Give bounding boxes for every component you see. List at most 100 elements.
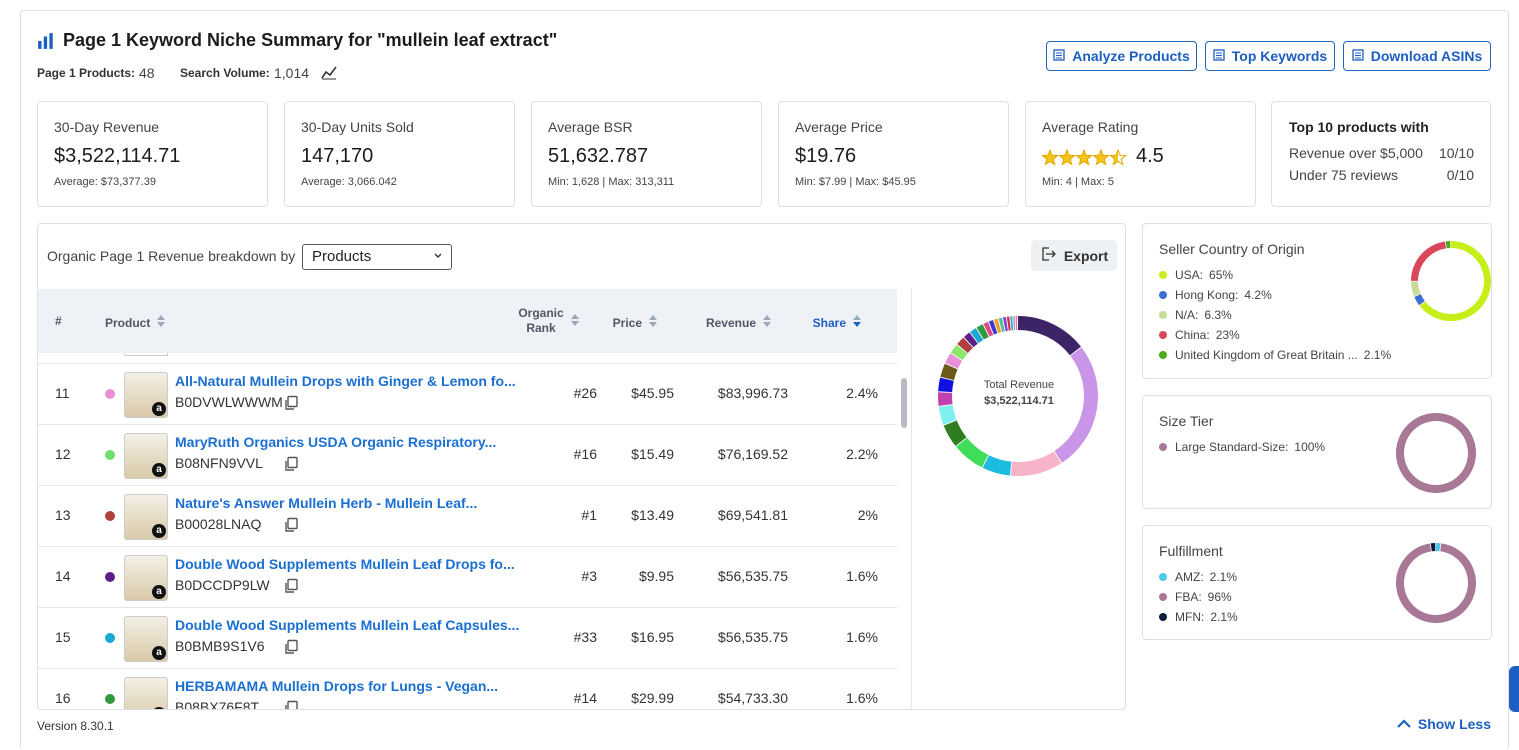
legend-entry: MFN: 2.1% (1175, 610, 1238, 624)
top10-card: Top 10 products with Revenue over $5,000 1… (1271, 101, 1491, 207)
column-header[interactable]: Organic Rank (518, 306, 580, 336)
donut-segment (1411, 281, 1421, 297)
row-dot (105, 450, 115, 460)
show-less[interactable]: Show Less (1397, 716, 1491, 732)
copy-icon[interactable] (283, 517, 299, 538)
row-number: 12 (55, 446, 71, 462)
cell-price: $45.95 (631, 385, 674, 401)
copy-icon[interactable] (283, 700, 299, 709)
stat-value: 147,170 (301, 145, 374, 167)
copy-icon[interactable] (283, 639, 299, 660)
sort-icon (762, 314, 772, 331)
legend-name: Large Standard-Size: (1175, 440, 1289, 454)
sort-icon (648, 314, 658, 331)
partial-row-thumb (124, 353, 168, 356)
legend-dot (1159, 443, 1167, 451)
breakdown-select[interactable]: Products (302, 244, 452, 270)
copy-icon[interactable] (283, 395, 299, 416)
stat-value: 4.5 (1136, 145, 1164, 167)
top10-title: Top 10 products with (1289, 119, 1429, 135)
donut-segment (998, 317, 1005, 332)
donut-segment (1430, 543, 1436, 552)
side-card: Size Tier Large Standard-Size: 100% (1142, 395, 1492, 509)
stat-card: 30-Day Revenue $3,522,114.71 Average: $73,… (37, 101, 268, 207)
legend-name: United Kingdom of Great Britain ... (1175, 348, 1358, 362)
donut-segment (1445, 241, 1451, 249)
legend-dot (1159, 291, 1167, 299)
column-header[interactable]: Revenue (706, 314, 772, 331)
list-icon (1352, 49, 1364, 61)
donut-segment (1010, 316, 1014, 331)
badge-glyph: a (156, 708, 162, 709)
star (1109, 149, 1127, 166)
product-title[interactable]: Nature's Answer Mullein Herb - Mullein L… (175, 495, 478, 511)
copy-icon[interactable] (283, 456, 299, 477)
row-line (38, 424, 897, 425)
badge-glyph: a (156, 647, 162, 658)
legend-value: 2.1% (1363, 348, 1392, 362)
donut-segment (1414, 294, 1425, 306)
stat-value: 51,632.787 (548, 145, 649, 167)
export-button[interactable]: Export (1031, 240, 1117, 271)
legend-name: USA: (1175, 268, 1204, 282)
product-title[interactable]: All-Natural Mullein Drops with Ginger & … (175, 373, 516, 389)
side-title: Seller Country of Origin (1159, 241, 1305, 257)
row-number: 15 (55, 629, 71, 645)
legend-value: 96% (1207, 590, 1232, 604)
product-title[interactable]: Double Wood Supplements Mullein Leaf Dro… (175, 556, 515, 572)
legend-entry: FBA: 96% (1175, 590, 1232, 604)
donut-segment (982, 455, 1012, 476)
product-thumb: a (124, 555, 168, 601)
side-tab[interactable] (1509, 666, 1519, 712)
badge-glyph: a (156, 586, 162, 597)
cell-price: $29.99 (631, 690, 674, 706)
donut-segment (964, 332, 978, 348)
header-button[interactable]: Analyze Products (1046, 41, 1197, 71)
product-thumb: a (124, 616, 168, 662)
title: Page 1 Keyword Niche Summary for "mullei… (63, 30, 558, 50)
column-header[interactable]: Price (613, 314, 658, 331)
amazon-badge: a (152, 585, 166, 599)
legend-entry: Hong Kong: 4.2% (1175, 288, 1272, 302)
legend-name: Hong Kong: (1175, 288, 1239, 302)
product-title[interactable]: Double Wood Supplements Mullein Leaf Cap… (175, 617, 520, 633)
badge-glyph: a (156, 403, 162, 414)
donut-segment (1411, 241, 1447, 281)
row-number: 11 (55, 385, 70, 401)
select-caret (433, 249, 443, 268)
legend-dot (1159, 271, 1167, 279)
scrollbar (901, 378, 907, 428)
sort-svg (649, 315, 657, 327)
legend-dot (1159, 351, 1167, 359)
column-header[interactable]: Product (105, 314, 166, 331)
product-asin: B08BX76F8T (175, 699, 260, 710)
copy-svg (285, 578, 298, 593)
product-asin: B0BMB9S1V6 (175, 638, 265, 654)
stat-value: $3,522,114.71 (54, 145, 181, 167)
badge-glyph: a (156, 464, 162, 475)
column-label: Organic Rank (518, 306, 564, 335)
cell-rank: #3 (581, 568, 597, 584)
badge-glyph: a (156, 525, 162, 536)
sort-icon (570, 313, 580, 330)
product-title[interactable]: HERBAMAMA Mullein Drops for Lungs - Vega… (175, 678, 499, 694)
donut-segment (1395, 413, 1476, 493)
row-dot (105, 511, 115, 521)
legend-entry: United Kingdom of Great Britain ... 2.1% (1175, 348, 1391, 362)
copy-icon[interactable] (283, 578, 299, 599)
trend-icon (321, 64, 337, 85)
column-header[interactable]: Share (813, 314, 862, 331)
legend-entry: China: 23% (1175, 328, 1240, 342)
copy-svg (285, 395, 298, 410)
donut-segment (993, 318, 1002, 334)
stat-label: Average Rating (1042, 119, 1139, 135)
star (1092, 149, 1110, 166)
volume-value: 1,014 (274, 65, 310, 81)
product-title[interactable]: MaryRuth Organics USDA Organic Respirato… (175, 434, 497, 450)
chevron-svg (1397, 719, 1411, 728)
stat-sub: Min: 4 | Max: 5 (1042, 176, 1114, 188)
header-button[interactable]: Top Keywords (1205, 41, 1335, 71)
products-value: 48 (139, 65, 155, 81)
cell-rank: #14 (573, 690, 597, 706)
header-button[interactable]: Download ASINs (1343, 41, 1491, 71)
